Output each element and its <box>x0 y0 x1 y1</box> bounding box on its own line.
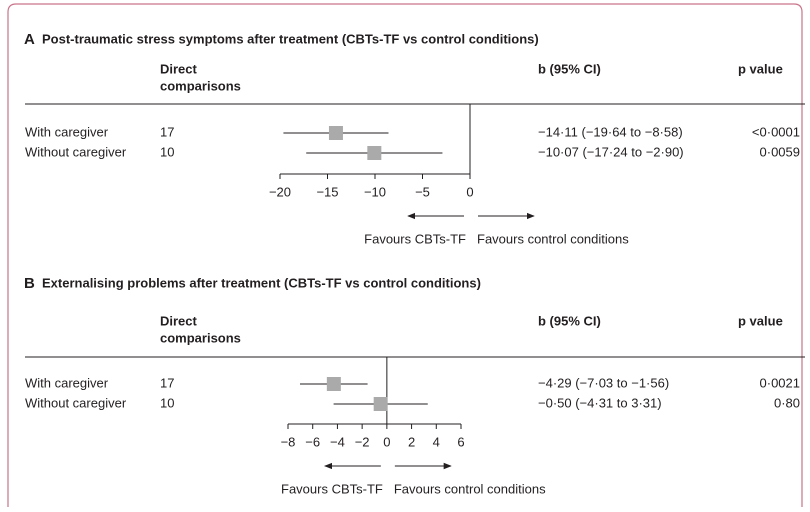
x-tick-label: 6 <box>457 434 464 449</box>
x-tick-label: −4 <box>330 434 345 449</box>
row-label: With caregiver <box>25 375 109 390</box>
p-value: <0·0001 <box>752 124 800 139</box>
comparisons: 10 <box>160 395 174 410</box>
header: p value <box>738 313 783 328</box>
row-label: With caregiver <box>25 124 109 139</box>
x-tick-label: 4 <box>433 434 440 449</box>
header: b (95% CI) <box>538 313 601 328</box>
header: Direct <box>160 313 198 328</box>
panel-title: Externalising problems after treatment (… <box>42 275 481 290</box>
x-tick-label: 2 <box>408 434 415 449</box>
estimate-marker <box>326 377 341 391</box>
header: comparisons <box>160 330 241 345</box>
x-tick-label: −2 <box>355 434 370 449</box>
x-tick-label: −5 <box>415 184 430 199</box>
estimate-label: −10·07 (−17·24 to −2·90) <box>538 144 684 159</box>
panel-title: Post-traumatic stress symptoms after tre… <box>42 31 539 46</box>
x-tick-label: −6 <box>305 434 320 449</box>
frame <box>7 3 803 507</box>
arrow-label: Favours CBTs-TF <box>281 481 383 496</box>
panel-letter: A <box>24 31 35 48</box>
header: p value <box>738 61 783 76</box>
header: b (95% CI) <box>538 61 601 76</box>
arrow-label: Favours control conditions <box>477 231 629 246</box>
estimate-marker <box>367 146 382 160</box>
panel-letter: B <box>24 275 35 292</box>
comparisons: 17 <box>160 124 174 139</box>
x-tick-label: −15 <box>316 184 338 199</box>
x-tick-label: −20 <box>269 184 291 199</box>
comparisons: 17 <box>160 375 174 390</box>
p-value: 0·80 <box>774 395 800 410</box>
row-label: Without caregiver <box>25 395 127 410</box>
comparisons: 10 <box>160 144 174 159</box>
estimate-label: −14·11 (−19·64 to −8·58) <box>538 124 683 139</box>
estimate-marker <box>328 126 343 140</box>
x-tick-label: 0 <box>466 184 473 199</box>
arrow-label: Favours control conditions <box>394 481 546 496</box>
header: comparisons <box>160 78 241 93</box>
p-value: 0·0021 <box>760 375 800 390</box>
arrow-label: Favours CBTs-TF <box>364 231 466 246</box>
estimate-marker <box>373 397 388 411</box>
x-tick-label: 0 <box>383 434 390 449</box>
estimate-label: −4·29 (−7·03 to −1·56) <box>538 375 669 390</box>
p-value: 0·0059 <box>760 144 800 159</box>
header: Direct <box>160 61 198 76</box>
x-tick-label: −10 <box>364 184 386 199</box>
x-tick-label: −8 <box>281 434 296 449</box>
row-label: Without caregiver <box>25 144 127 159</box>
estimate-label: −0·50 (−4·31 to 3·31) <box>538 395 662 410</box>
